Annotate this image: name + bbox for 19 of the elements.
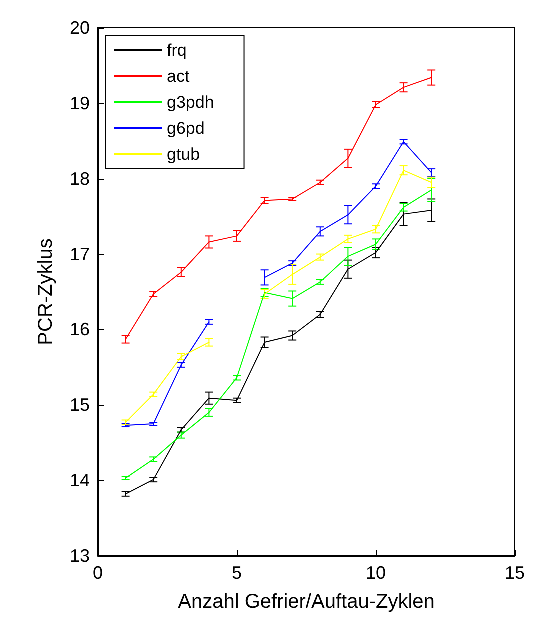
x-tick-label: 15 [504,563,526,583]
legend-label: frq [167,41,187,60]
y-tick-label: 16 [70,320,90,340]
y-tick-label: 13 [70,546,90,566]
x-tick-label: 0 [92,563,104,583]
x-tick-label: 10 [366,563,386,583]
y-tick-label: 15 [70,395,90,416]
y-tick-label: 14 [70,470,90,491]
x-tick-label: 5 [232,563,242,583]
legend-label: g3pdh [167,93,214,112]
x-axis-title: Anzahl Gefrier/Auftau-Zyklen [178,591,435,613]
legend-label: gtub [167,145,200,164]
y-axis-title: PCR-Zyklus [35,238,57,346]
y-tick-label: 20 [70,18,90,38]
legend-label: g6pd [167,119,205,138]
y-tick-label: 17 [70,244,90,264]
legend-label: act [167,67,190,86]
y-tick-label: 19 [70,93,90,114]
y-tick-label: 18 [70,168,90,189]
